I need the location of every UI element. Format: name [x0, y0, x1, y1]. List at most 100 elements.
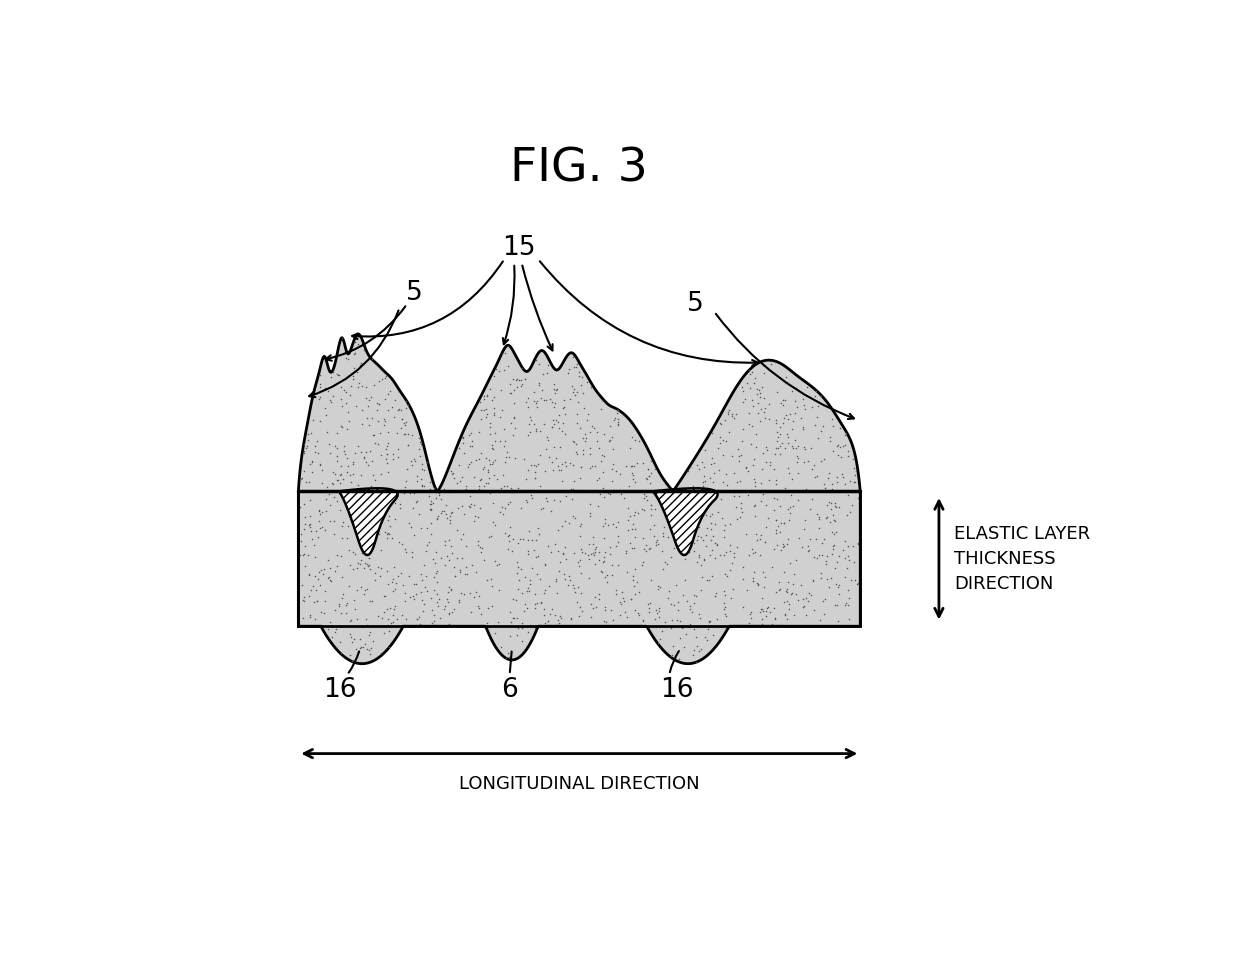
- Point: [782, 421, 802, 437]
- Point: [291, 471, 311, 486]
- Point: [537, 365, 557, 380]
- Point: [761, 356, 781, 372]
- Point: [660, 515, 680, 530]
- Point: [770, 395, 790, 411]
- Point: [441, 463, 461, 479]
- Point: [719, 403, 739, 418]
- Point: [482, 441, 502, 456]
- Point: [733, 571, 753, 587]
- Point: [723, 485, 743, 500]
- Point: [688, 528, 708, 544]
- Point: [756, 520, 776, 535]
- Point: [296, 439, 316, 454]
- Point: [394, 585, 414, 600]
- Point: [750, 527, 770, 543]
- Point: [541, 391, 560, 407]
- Point: [526, 465, 546, 481]
- Point: [384, 409, 404, 424]
- Point: [646, 602, 666, 618]
- Point: [428, 586, 448, 601]
- Point: [564, 359, 584, 375]
- Point: [542, 394, 562, 410]
- Point: [505, 420, 525, 436]
- Point: [556, 571, 575, 587]
- Point: [459, 427, 479, 443]
- Point: [304, 579, 324, 595]
- Point: [366, 572, 386, 588]
- Point: [516, 394, 536, 410]
- Point: [624, 517, 644, 532]
- Point: [388, 441, 408, 456]
- Point: [816, 481, 836, 496]
- Point: [729, 449, 749, 464]
- Point: [775, 480, 795, 495]
- Point: [614, 490, 634, 506]
- Point: [332, 519, 352, 534]
- Point: [563, 508, 583, 523]
- Point: [751, 611, 771, 627]
- Point: [420, 501, 440, 517]
- Point: [714, 587, 734, 602]
- Point: [355, 560, 374, 576]
- Point: [671, 614, 691, 630]
- Point: [818, 470, 838, 486]
- Point: [291, 577, 311, 593]
- Point: [500, 629, 520, 644]
- Point: [534, 416, 554, 432]
- Point: [340, 542, 360, 558]
- Point: [394, 617, 414, 632]
- Point: [346, 601, 366, 617]
- Point: [748, 532, 768, 548]
- Point: [744, 376, 764, 391]
- Point: [755, 569, 775, 585]
- Point: [521, 457, 541, 473]
- Point: [548, 522, 568, 537]
- Point: [569, 559, 589, 574]
- Point: [512, 360, 532, 376]
- Point: [470, 472, 490, 487]
- Point: [622, 458, 642, 474]
- Point: [405, 587, 425, 602]
- Point: [339, 413, 358, 428]
- Point: [505, 382, 525, 398]
- Point: [637, 596, 657, 612]
- Point: [802, 461, 822, 477]
- Point: [684, 544, 704, 559]
- Point: [538, 613, 558, 629]
- Point: [310, 456, 330, 472]
- Point: [534, 582, 554, 597]
- Point: [516, 471, 536, 486]
- Point: [680, 598, 699, 614]
- Point: [663, 521, 683, 536]
- Point: [572, 565, 591, 581]
- Point: [394, 485, 414, 500]
- Point: [632, 613, 652, 629]
- Point: [699, 470, 719, 486]
- Point: [606, 583, 626, 598]
- Point: [655, 554, 675, 569]
- Point: [549, 563, 569, 579]
- Point: [407, 611, 427, 627]
- Point: [377, 503, 397, 519]
- Point: [620, 536, 640, 552]
- Point: [714, 547, 734, 562]
- Point: [750, 389, 770, 405]
- Point: [398, 426, 418, 442]
- Point: [389, 500, 409, 516]
- Point: [290, 547, 310, 562]
- Point: [619, 513, 639, 528]
- Point: [525, 471, 544, 486]
- Point: [360, 417, 379, 433]
- Point: [501, 385, 521, 401]
- Point: [618, 500, 637, 516]
- Point: [841, 572, 861, 588]
- Point: [692, 569, 712, 585]
- Point: [750, 384, 770, 400]
- Point: [543, 462, 563, 478]
- Point: [498, 528, 518, 544]
- Point: [687, 532, 707, 548]
- Point: [830, 587, 849, 602]
- Point: [606, 538, 626, 554]
- Point: [573, 430, 593, 446]
- Point: [801, 491, 821, 507]
